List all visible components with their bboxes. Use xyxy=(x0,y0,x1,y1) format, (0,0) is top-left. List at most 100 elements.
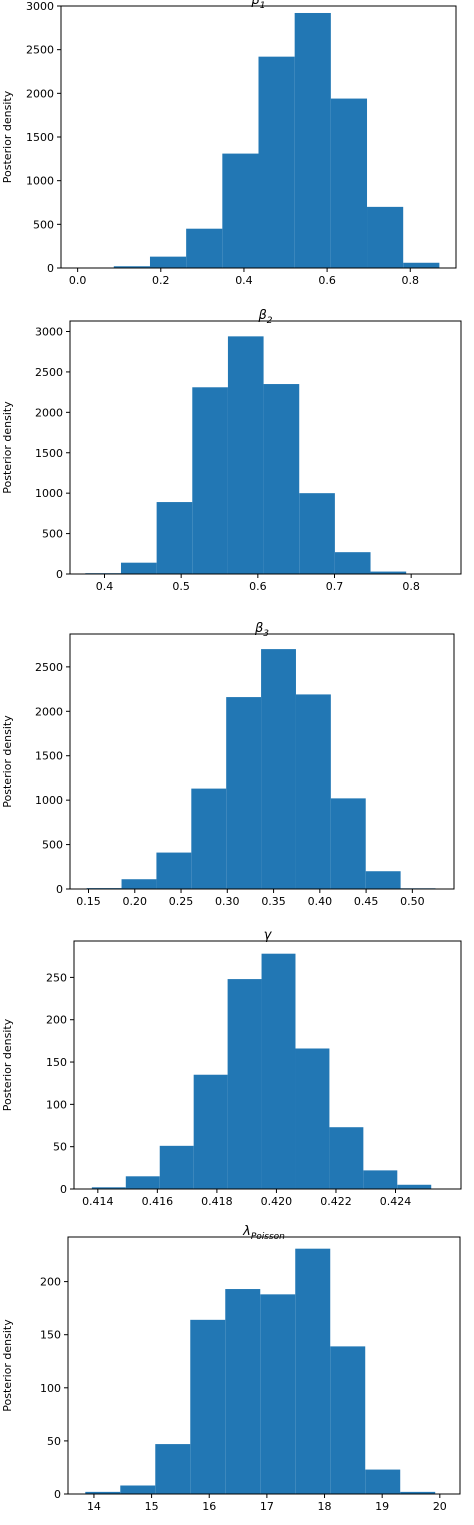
histogram-bar xyxy=(400,1491,436,1494)
histogram-bar xyxy=(258,56,295,268)
x-tick-label: 0.0 xyxy=(69,274,87,287)
chart-title-subscript: 2 xyxy=(267,316,273,326)
histogram-bar xyxy=(121,879,157,889)
histogram-panel-2: 0.4 0.5 0.6 0.7 0.8 0 500 1000 1500 2000 2500 3000 P… xyxy=(1,308,462,593)
y-tick-label: 2500 xyxy=(35,366,63,379)
x-tick-label: 0.7 xyxy=(326,580,344,593)
histogram-bar xyxy=(295,1248,331,1494)
histogram-bar xyxy=(330,798,366,889)
histogram-bar xyxy=(190,1319,226,1494)
y-tick-label: 3000 xyxy=(26,0,54,13)
histogram-bar xyxy=(155,1444,191,1494)
y-tick-label: 200 xyxy=(40,1276,61,1289)
histogram-panel-1: 0.0 0.2 0.4 0.6 0.8 0 500 1000 1500 2000 2500 3000 P… xyxy=(1,0,457,287)
histogram-bar xyxy=(365,1469,401,1494)
y-tick-label: 500 xyxy=(42,839,63,852)
plot-frame xyxy=(69,320,462,575)
x-tick-label: 0.45 xyxy=(354,895,379,908)
x-tick-label: 0.414 xyxy=(82,1195,114,1208)
x-tick-label: 0.40 xyxy=(308,895,333,908)
y-axis-label: Posterior density xyxy=(1,1319,14,1412)
y-tick-label: 0 xyxy=(56,568,63,581)
y-tick-label: 0 xyxy=(56,883,63,896)
x-tick-label: 0.2 xyxy=(152,274,170,287)
histogram-bar xyxy=(125,1176,160,1189)
chart-title: β1 xyxy=(250,0,265,11)
y-tick-label: 1500 xyxy=(35,447,63,460)
plot-frame xyxy=(67,1236,461,1495)
y-tick-label: 200 xyxy=(46,1014,67,1027)
x-tick-label: 0.4 xyxy=(96,580,114,593)
x-tick-label: 0.15 xyxy=(76,895,101,908)
x-tick-label: 0.424 xyxy=(380,1195,412,1208)
chart-title-symbol: β xyxy=(257,308,266,323)
x-tick-label: 14 xyxy=(87,1500,101,1513)
chart-title-subscript: Poisson xyxy=(251,1232,285,1242)
x-tick-label: 16 xyxy=(202,1500,216,1513)
histogram-bar xyxy=(149,256,187,268)
chart-title-symbol: β xyxy=(250,0,259,8)
y-tick-label: 100 xyxy=(40,1382,61,1395)
y-tick-label: 2000 xyxy=(35,705,63,718)
y-tick-label: 150 xyxy=(40,1329,61,1342)
x-tick-label: 19 xyxy=(375,1500,389,1513)
chart-title: λPoisson xyxy=(242,1224,285,1242)
y-tick-label: 0 xyxy=(47,262,54,275)
histogram-bar xyxy=(295,694,331,889)
y-tick-label: 1000 xyxy=(35,487,63,500)
histogram-bar xyxy=(113,266,150,268)
histogram-bar xyxy=(299,493,335,574)
y-tick-label: 1500 xyxy=(35,750,63,763)
x-tick-label: 0.50 xyxy=(400,895,425,908)
histogram-bar xyxy=(294,12,331,269)
histogram-bar xyxy=(159,1145,194,1189)
x-tick-label: 0.35 xyxy=(261,895,286,908)
histogram-bar xyxy=(192,387,228,574)
histogram-bar xyxy=(227,979,262,1189)
y-tick-label: 50 xyxy=(53,1141,67,1154)
x-tick-label: 0.8 xyxy=(402,274,420,287)
x-tick-label: 0.20 xyxy=(123,895,148,908)
plot-frame xyxy=(69,633,455,890)
x-tick-label: 0.25 xyxy=(169,895,194,908)
histogram-bar xyxy=(225,1289,261,1494)
histogram-bar xyxy=(191,788,227,889)
x-tick-label: 0.420 xyxy=(261,1195,293,1208)
y-tick-label: 150 xyxy=(46,1056,67,1069)
chart-title-subscript: 3 xyxy=(263,629,269,639)
histogram-bar xyxy=(193,1074,228,1189)
histogram-bar xyxy=(367,206,404,268)
chart-title: β2 xyxy=(257,308,272,326)
chart-title-subscript: 1 xyxy=(260,1,266,11)
histogram-bar xyxy=(120,562,157,574)
y-axis-label: Posterior density xyxy=(1,90,14,183)
histogram-bar xyxy=(329,1127,364,1189)
x-tick-label: 18 xyxy=(318,1500,332,1513)
histogram-panel-4: 0.414 0.416 0.418 0.420 0.422 0.424 0 50 100 150 2… xyxy=(1,928,462,1208)
x-tick-label: 15 xyxy=(145,1500,159,1513)
y-tick-label: 3000 xyxy=(35,326,63,339)
plot-frame xyxy=(73,940,462,1190)
histogram-bar xyxy=(261,649,296,889)
histogram-bar xyxy=(222,153,259,268)
chart-title-symbol: β xyxy=(254,621,263,636)
histogram-bar xyxy=(120,1485,156,1494)
histogram-bar xyxy=(263,384,300,574)
y-axis-label: Posterior density xyxy=(1,401,14,494)
x-tick-label: 0.416 xyxy=(142,1195,174,1208)
histogram-bar xyxy=(334,552,371,574)
histogram-bar xyxy=(261,953,296,1189)
histogram-bar xyxy=(397,1184,432,1189)
histogram-bar xyxy=(260,1294,296,1494)
x-tick-label: 17 xyxy=(260,1500,274,1513)
y-tick-label: 1000 xyxy=(35,794,63,807)
chart-title-symbol: λ xyxy=(242,1224,251,1239)
chart-title-symbol: γ xyxy=(264,928,273,943)
histogram-bar xyxy=(186,228,223,268)
y-tick-label: 100 xyxy=(46,1098,67,1111)
histogram-bar xyxy=(85,1491,121,1494)
y-tick-label: 1000 xyxy=(26,175,54,188)
y-tick-label: 500 xyxy=(33,218,54,231)
